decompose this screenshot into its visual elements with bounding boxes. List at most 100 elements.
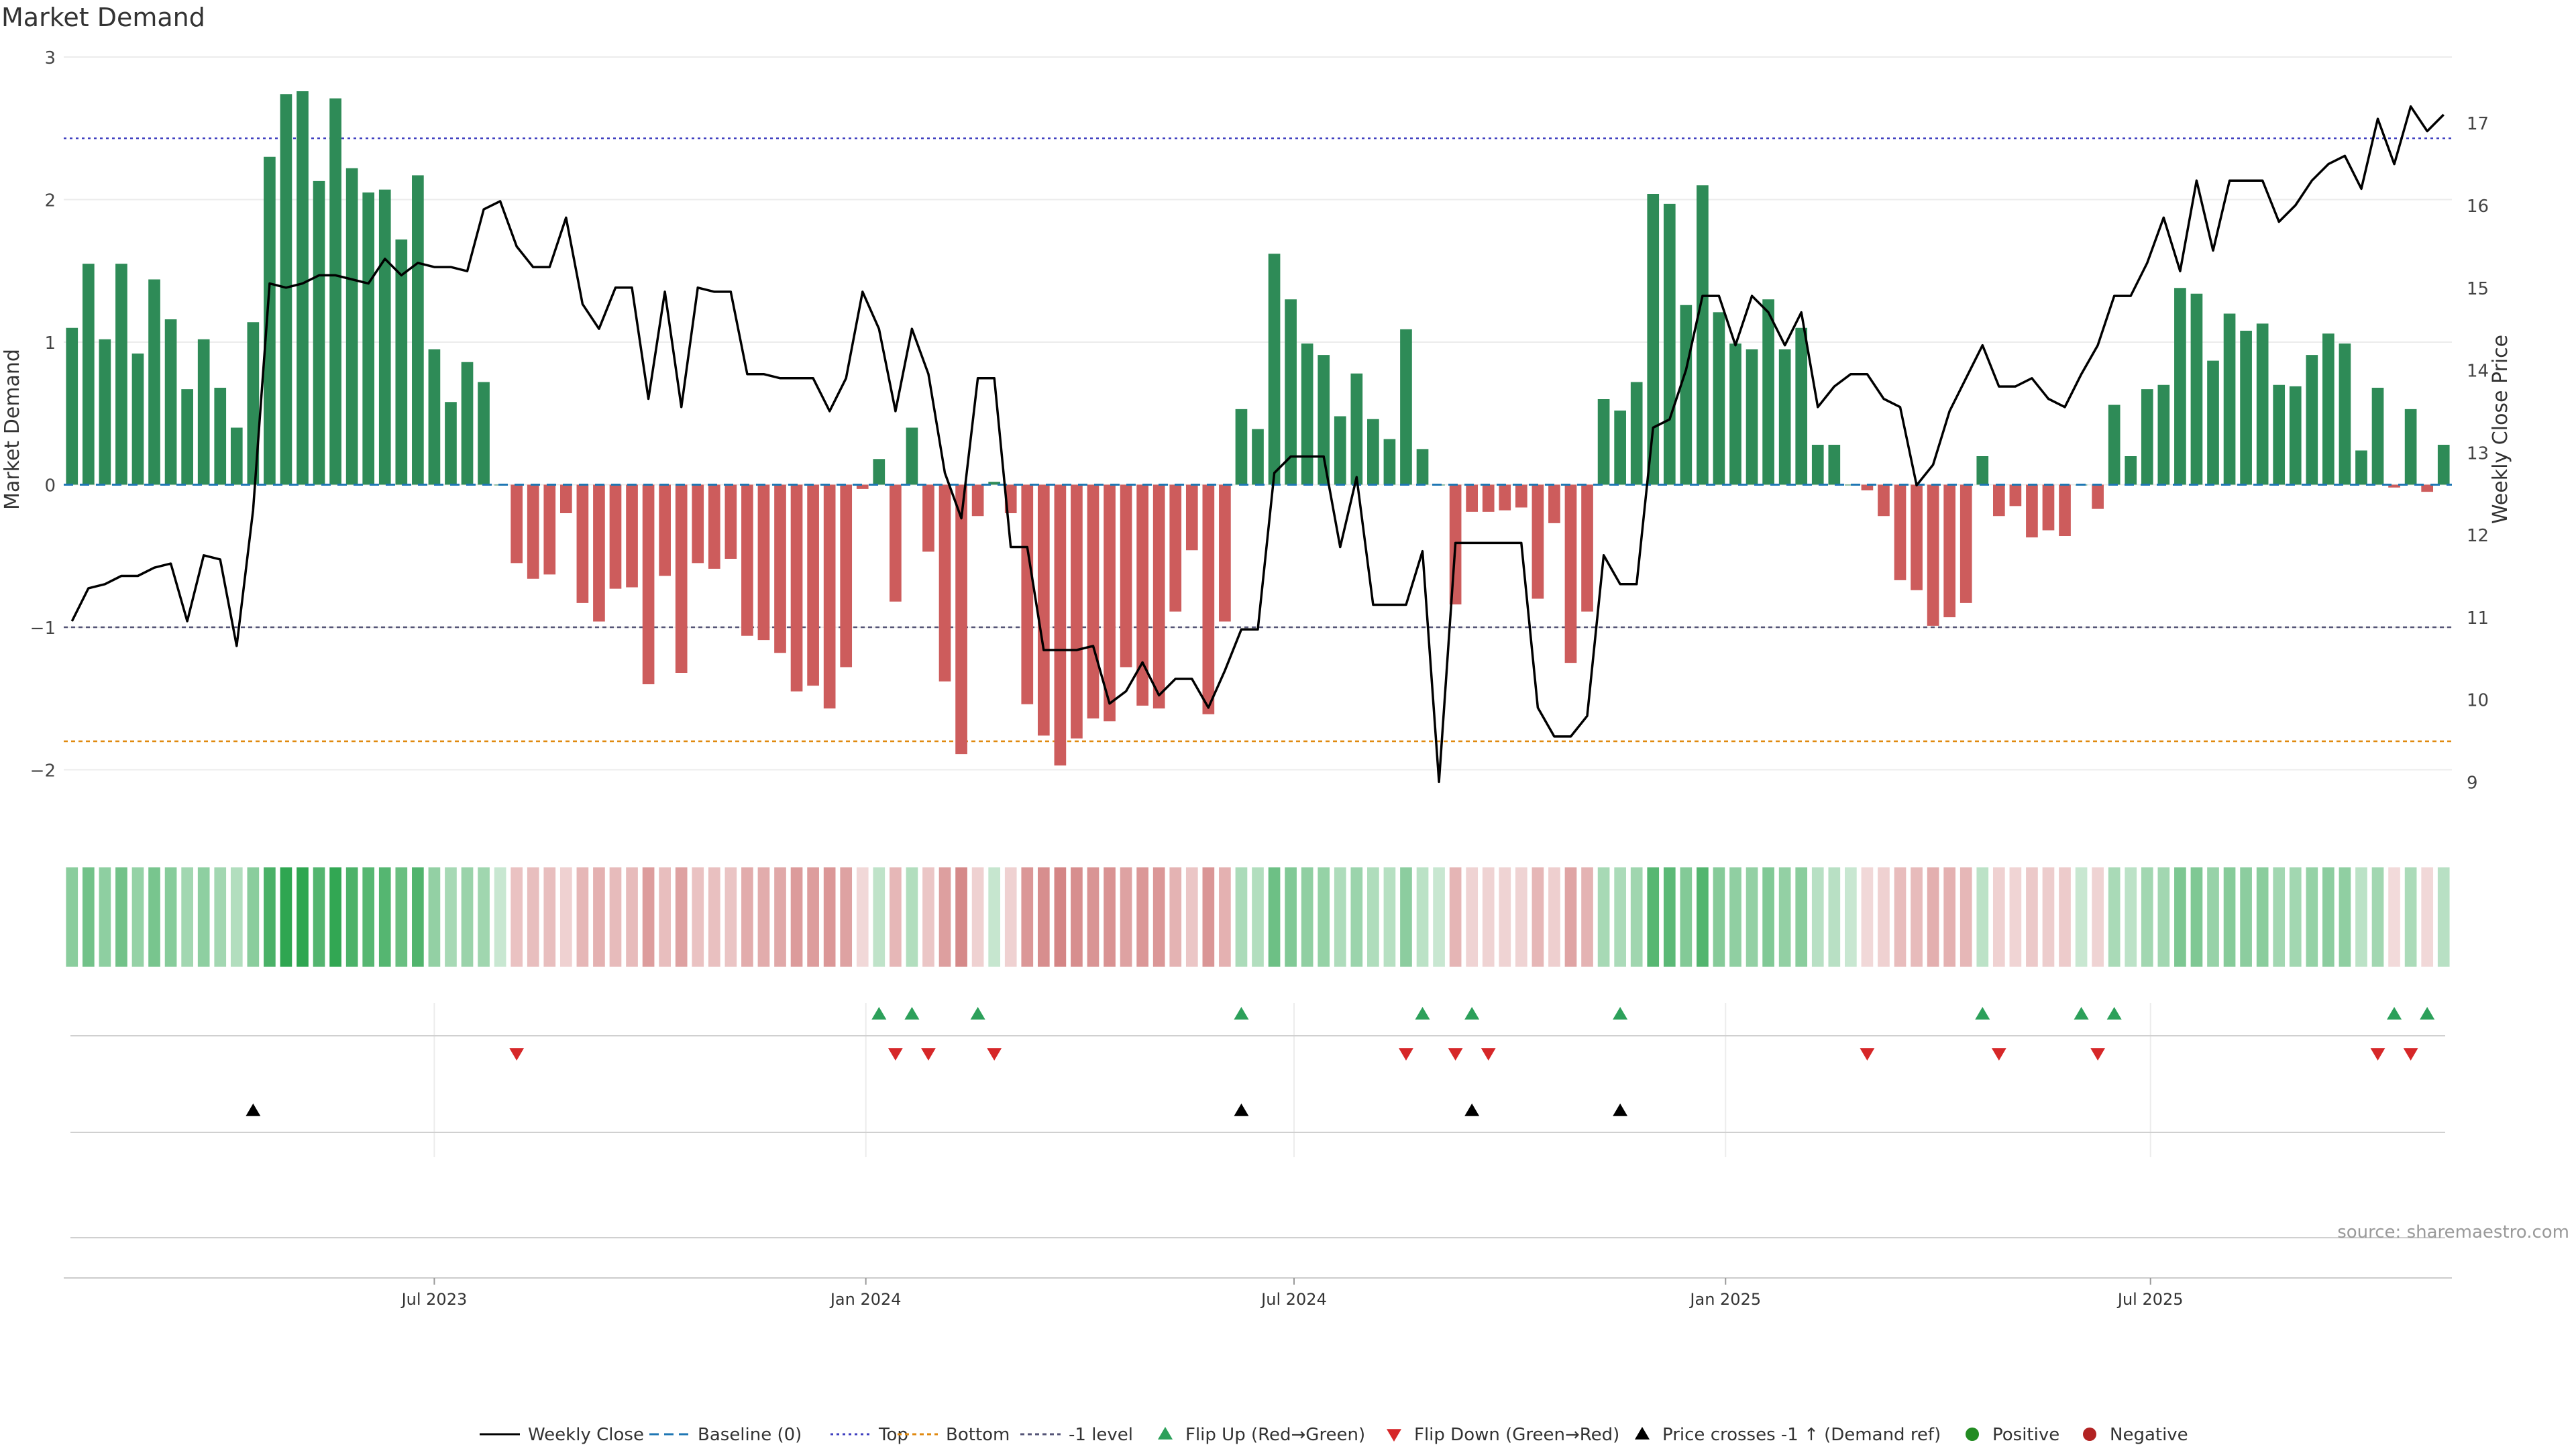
demand-bar (1318, 355, 1330, 485)
heat-cell (2042, 867, 2055, 967)
flip-down-marker (2370, 1048, 2385, 1061)
demand-bar (593, 484, 605, 622)
heat-cell (1729, 867, 1741, 967)
heat-cell (2355, 867, 2367, 967)
heat-cell (2223, 867, 2236, 967)
legend-label: Flip Up (Red→Green) (1185, 1425, 1365, 1445)
flip-up-marker (871, 1007, 887, 1020)
heat-cell (938, 867, 951, 967)
demand-bar (692, 484, 704, 564)
demand-bar (1532, 484, 1544, 599)
demand-bar (164, 319, 177, 485)
heat-cell (164, 867, 177, 967)
heat-cell (1894, 867, 1907, 967)
demand-bar (1548, 484, 1560, 523)
demand-bar (2174, 288, 2186, 485)
heat-cell (1697, 867, 1709, 967)
demand-bar (675, 484, 688, 673)
demand-bar (2421, 484, 2434, 492)
heat-cell (1334, 867, 1346, 967)
demand-bar (2009, 484, 2022, 506)
y-tick-label: 1 (44, 333, 56, 354)
heat-cell (741, 867, 753, 967)
heat-cell (494, 867, 506, 967)
heat-cell (148, 867, 160, 967)
demand-bar (1564, 484, 1577, 663)
demand-bar (1663, 203, 1676, 485)
heat-cell (197, 867, 210, 967)
heat-cell (2059, 867, 2071, 967)
demand-bar (2273, 384, 2286, 485)
y-tick-label: −2 (30, 761, 56, 782)
demand-bar (774, 484, 786, 653)
heat-cell (395, 867, 408, 967)
heat-cell (412, 867, 424, 967)
heat-cell (2174, 867, 2186, 967)
heat-cell (264, 867, 276, 967)
demand-bar (906, 427, 918, 485)
heat-cell (1268, 867, 1281, 967)
heat-cell (1054, 867, 1067, 967)
heat-cell (856, 867, 869, 967)
flip-up-marker (1975, 1007, 1990, 1020)
demand-bar (840, 484, 853, 667)
heat-cell (131, 867, 144, 967)
flip-down-marker (2403, 1048, 2418, 1061)
demand-bar (2256, 323, 2269, 485)
demand-bar (2322, 333, 2334, 485)
demand-bar (2388, 484, 2400, 488)
flip-down-marker (1448, 1048, 1463, 1061)
y2-tick-label: 14 (2467, 362, 2489, 382)
demand-bar (280, 94, 292, 485)
heat-cell (1136, 867, 1148, 967)
heat-cell (1614, 867, 1626, 967)
demand-bar (559, 484, 572, 513)
heat-cell (1976, 867, 1989, 967)
heat-cell (790, 867, 803, 967)
heat-cell (675, 867, 688, 967)
demand-bar (1268, 254, 1281, 485)
demand-bar (445, 402, 457, 485)
demand-bar (2125, 456, 2137, 485)
heat-cell (1960, 867, 1972, 967)
demand-bar (1367, 419, 1379, 485)
heat-cell (1318, 867, 1330, 967)
y2-tick-label: 9 (2467, 773, 2478, 793)
heat-cell (511, 867, 523, 967)
heat-cell (1400, 867, 1412, 967)
legend-swatch-flip-down (1387, 1429, 1401, 1442)
heat-cell (1004, 867, 1017, 967)
demand-bar (757, 484, 770, 641)
demand-bar (362, 192, 375, 485)
demand-bar (1334, 416, 1346, 485)
heat-cell (1433, 867, 1445, 967)
y2-tick-label: 13 (2467, 443, 2489, 464)
heat-cell (2141, 867, 2153, 967)
heat-cell (659, 867, 671, 967)
demand-bar (1037, 484, 1050, 736)
heat-cell (329, 867, 341, 967)
demand-bar (511, 484, 523, 564)
demand-bar (1400, 329, 1412, 485)
demand-bar (2059, 484, 2071, 536)
demand-bar (1235, 409, 1248, 485)
demand-bar (724, 484, 737, 559)
heat-cell (1597, 867, 1610, 967)
demand-bar (1960, 484, 1972, 603)
flip-up-marker (1415, 1007, 1430, 1020)
heat-cell (1548, 867, 1560, 967)
flip-up-marker (1613, 1007, 1628, 1020)
heat-cell (378, 867, 391, 967)
demand-bar (823, 484, 836, 709)
demand-bar (2190, 293, 2203, 485)
flip-down-marker (1860, 1048, 1875, 1061)
heat-cell (906, 867, 918, 967)
heat-cell (2240, 867, 2252, 967)
demand-bar (148, 279, 160, 485)
heat-cell (1943, 867, 1956, 967)
heat-cell (922, 867, 934, 967)
heat-cell (214, 867, 227, 967)
heat-cell (313, 867, 325, 967)
demand-bar (1647, 194, 1660, 485)
demand-bar (659, 484, 671, 576)
